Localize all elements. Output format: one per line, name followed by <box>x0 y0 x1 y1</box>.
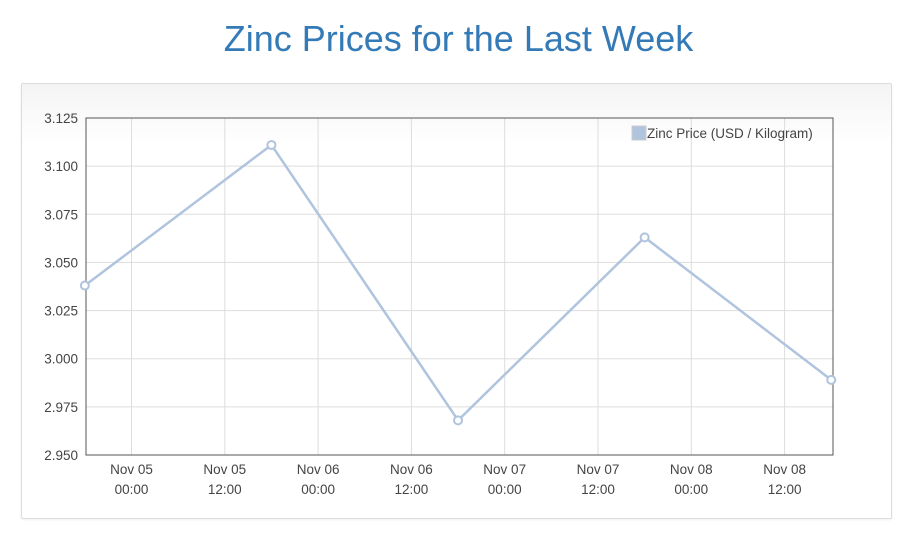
page-title: Zinc Prices for the Last Week <box>223 18 694 59</box>
y-tick-label: 3.125 <box>44 111 78 126</box>
series-layer <box>79 139 837 426</box>
x-tick-labels: Nov 05 00:00 Nov 05 12:00 Nov 06 00:00 Nov 06 1… <box>110 462 806 497</box>
x-tick-label: 00:00 <box>488 482 522 497</box>
data-point[interactable] <box>79 280 90 291</box>
x-tick-label: Nov 06 <box>297 462 340 477</box>
y-tick-label: 3.000 <box>44 352 78 367</box>
data-point[interactable] <box>266 139 277 150</box>
x-tick-label: Nov 07 <box>483 462 526 477</box>
x-tick-label: 00:00 <box>115 482 149 497</box>
x-tick-label: 00:00 <box>301 482 335 497</box>
x-tick-label: Nov 05 <box>110 462 153 477</box>
x-tick-label: Nov 06 <box>390 462 433 477</box>
legend[interactable]: Zinc Price (USD / Kilogram) <box>631 125 813 141</box>
series-line <box>84 143 833 422</box>
y-tick-label: 3.050 <box>44 255 78 270</box>
x-tick-label: Nov 07 <box>577 462 620 477</box>
y-tick-label: 3.100 <box>44 159 78 174</box>
legend-label: Zinc Price (USD / Kilogram) <box>647 126 813 141</box>
x-tick-label: Nov 08 <box>670 462 713 477</box>
y-tick-label: 2.950 <box>44 448 78 463</box>
y-gridlines <box>86 117 833 456</box>
x-tick-label: 12:00 <box>395 482 429 497</box>
y-tick-label: 2.975 <box>44 400 78 415</box>
data-point[interactable] <box>826 374 837 385</box>
x-gridlines <box>131 118 786 455</box>
x-tick-label: Nov 08 <box>763 462 806 477</box>
data-point[interactable] <box>639 232 650 243</box>
x-tick-label: 12:00 <box>208 482 242 497</box>
chart-panel <box>21 83 892 519</box>
x-tick-label: 12:00 <box>768 482 802 497</box>
plot-frame <box>85 117 834 456</box>
data-point[interactable] <box>453 415 464 426</box>
y-tick-label: 3.025 <box>44 304 78 319</box>
x-tick-label: Nov 05 <box>203 462 246 477</box>
y-tick-labels: 3.125 3.100 3.075 3.050 3.025 3.000 2.975 2.950 <box>44 111 78 463</box>
legend-swatch <box>631 125 647 141</box>
x-tick-label: 12:00 <box>581 482 615 497</box>
x-tick-label: 00:00 <box>674 482 708 497</box>
y-tick-label: 3.075 <box>44 207 78 222</box>
